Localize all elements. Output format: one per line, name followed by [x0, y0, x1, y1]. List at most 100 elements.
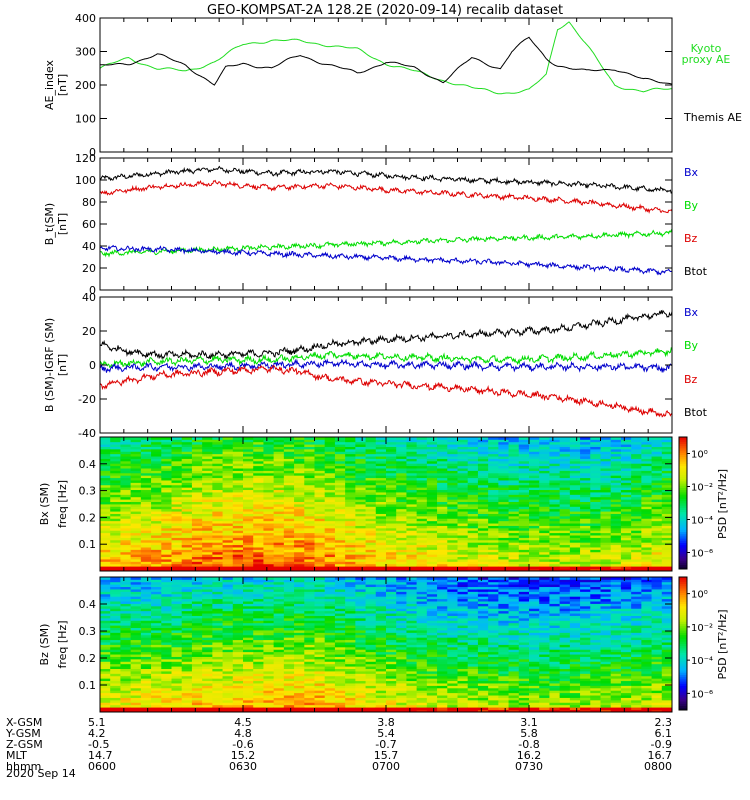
heatmap-cell — [334, 496, 346, 500]
heatmap-cell — [151, 678, 162, 682]
heatmap-cell — [181, 480, 193, 483]
colorbar-segment — [679, 505, 687, 508]
heatmap-cell — [365, 441, 377, 445]
heatmap-cell — [140, 499, 152, 502]
heatmap-cell — [559, 527, 571, 531]
heatmap-cell — [100, 707, 111, 710]
heatmap-cell — [100, 632, 111, 636]
heatmap-cell — [467, 453, 479, 457]
heatmap-cell — [661, 563, 673, 567]
legend-themis-ae: Themis AE — [683, 111, 742, 124]
heatmap-cell — [457, 539, 469, 543]
heatmap-cell — [304, 615, 315, 619]
heatmap-cell — [273, 637, 285, 641]
heatmap-cell — [324, 511, 336, 514]
heatmap-cell — [559, 535, 571, 538]
heatmap-cell — [324, 673, 336, 677]
heatmap-cell — [355, 608, 366, 612]
heatmap-cell — [263, 448, 275, 452]
heatmap-cell — [243, 608, 254, 612]
heatmap-cell — [498, 547, 509, 550]
heatmap-cell — [120, 492, 132, 495]
heatmap-cell — [110, 639, 121, 643]
heatmap-cell — [304, 675, 315, 679]
heatmap-cell — [314, 654, 326, 657]
heatmap-cell — [140, 584, 152, 588]
heatmap-cell — [171, 453, 183, 457]
heatmap-cell — [263, 675, 275, 679]
heatmap-cell — [283, 642, 295, 645]
heatmap-cell — [580, 544, 591, 548]
heatmap-cell — [375, 561, 387, 565]
heatmap-cell — [232, 532, 244, 536]
heatmap-cell — [120, 685, 132, 689]
heatmap-cell — [232, 437, 244, 440]
heatmap-cell — [120, 613, 132, 616]
heatmap-cell — [467, 470, 479, 474]
heatmap-cell — [345, 685, 356, 689]
heatmap-cell — [100, 448, 111, 452]
heatmap-cell — [334, 484, 346, 488]
legend-bz: Bz — [684, 373, 698, 386]
heatmap-cell — [100, 596, 111, 600]
heatmap-cell — [620, 568, 632, 572]
heatmap-cell — [181, 523, 193, 526]
heatmap-cell — [467, 513, 479, 517]
heatmap-cell — [171, 556, 183, 560]
heatmap-cell — [304, 586, 315, 590]
heatmap-cell — [110, 707, 121, 710]
heatmap-cell — [222, 601, 234, 604]
heatmap-cell — [202, 666, 213, 670]
heatmap-cell — [314, 649, 326, 653]
heatmap-cell — [375, 525, 387, 529]
heatmap-cell — [304, 596, 315, 600]
heatmap-cell — [508, 547, 520, 550]
heatmap-cell — [253, 591, 264, 595]
heatmap-cell — [631, 496, 642, 500]
heatmap-cell — [314, 494, 326, 498]
heatmap-cell — [661, 496, 673, 500]
heatmap-cell — [212, 675, 223, 679]
heatmap-cell — [140, 605, 152, 609]
heatmap-cell — [334, 687, 346, 691]
heatmap-cell — [263, 709, 275, 713]
heatmap-cell — [130, 513, 142, 517]
heatmap-cell — [171, 637, 183, 641]
heatmap-cell — [120, 627, 132, 631]
heatmap-cell — [294, 458, 305, 462]
chart-title: GEO-KOMPSAT-2A 128.2E (2020-09-14) recal… — [207, 3, 563, 18]
heatmap-cell — [334, 586, 346, 590]
heatmap-cell — [243, 690, 254, 694]
heatmap-cell — [651, 501, 663, 505]
heatmap-cell — [151, 680, 162, 684]
heatmap-cell — [437, 518, 448, 522]
heatmap-cell — [161, 475, 172, 479]
heatmap-cell — [549, 547, 561, 550]
heatmap-cell — [661, 508, 673, 512]
y-tick-label: 300 — [75, 46, 96, 59]
heatmap-cell — [324, 617, 336, 621]
heatmap-cell — [140, 460, 152, 464]
heatmap-cell — [171, 465, 183, 469]
heatmap-cell — [120, 678, 132, 682]
heatmap-cell — [375, 472, 387, 476]
heatmap-cell — [232, 603, 244, 607]
heatmap-cell — [110, 704, 121, 708]
heatmap-cell — [181, 596, 193, 600]
heatmap-cell — [324, 535, 336, 538]
heatmap-cell — [396, 551, 407, 555]
heatmap-cell — [253, 499, 264, 502]
heatmap-cell — [120, 559, 132, 562]
heatmap-cell — [559, 506, 571, 510]
heatmap-cell — [181, 654, 193, 657]
heatmap-cell — [406, 456, 418, 459]
heatmap-cell — [232, 702, 244, 706]
heatmap-cell — [406, 487, 418, 491]
heatmap-cell — [222, 683, 234, 686]
heatmap-cell — [631, 480, 642, 483]
heatmap-cell — [263, 468, 275, 471]
heatmap-cell — [140, 632, 152, 636]
heatmap-cell — [447, 460, 458, 464]
heatmap-cell — [304, 651, 315, 655]
heatmap-cell — [324, 625, 336, 629]
